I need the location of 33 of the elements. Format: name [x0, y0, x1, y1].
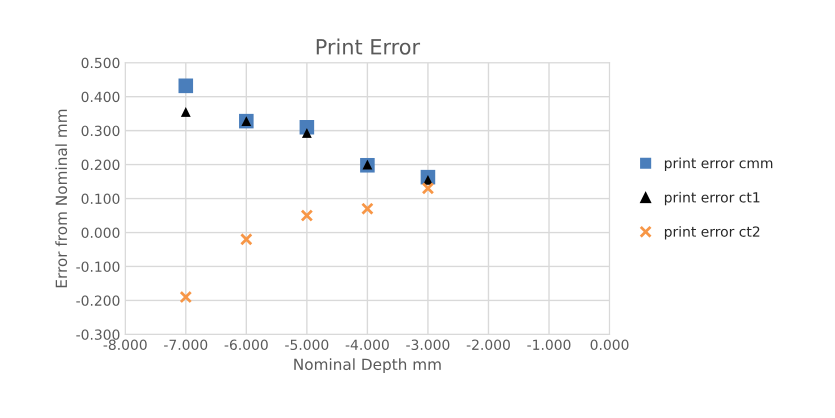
x-tick-label: -5.000	[285, 340, 328, 350]
y-tick-label: -0.200	[76, 295, 120, 306]
x-tick-label: -2.000	[466, 340, 510, 350]
point	[422, 182, 434, 195]
x-tick-label: -6.000	[224, 340, 268, 350]
x-tick-label: -8.000	[104, 340, 147, 350]
chart-title: Print Error	[316, 38, 420, 55]
y-tick-label: 0.400	[82, 92, 120, 102]
point	[180, 107, 191, 117]
y-axis-title: Error from Nominal mm	[55, 110, 68, 288]
y-tick-label: 0.500	[82, 58, 120, 68]
y-tick-label: 0.200	[82, 160, 120, 170]
legend-label: print error ct1	[664, 192, 760, 206]
legend-label: print error cmm	[664, 158, 772, 171]
y-tick-label: -0.300	[76, 329, 120, 340]
point	[361, 202, 374, 216]
x-tick-label: -4.000	[346, 340, 389, 350]
x-tick-label: -7.000	[164, 340, 208, 350]
y-tick-label: 0.100	[82, 194, 120, 204]
point	[300, 209, 314, 222]
x-axis-title: Nominal Depth mm	[294, 358, 441, 374]
point	[300, 120, 314, 135]
x-tick-label: 0.000	[590, 340, 629, 350]
point	[240, 233, 253, 246]
point	[178, 78, 194, 94]
y-tick-label: -0.100	[76, 261, 120, 272]
legend-label: print error ct2	[664, 226, 760, 240]
x-tick-label: -1.000	[527, 340, 570, 350]
point	[179, 290, 192, 304]
x-tick-label: -3.000	[406, 340, 450, 350]
y-tick-label: 0.300	[82, 126, 120, 136]
y-tick-label: 0.000	[82, 227, 120, 238]
point	[302, 128, 312, 138]
